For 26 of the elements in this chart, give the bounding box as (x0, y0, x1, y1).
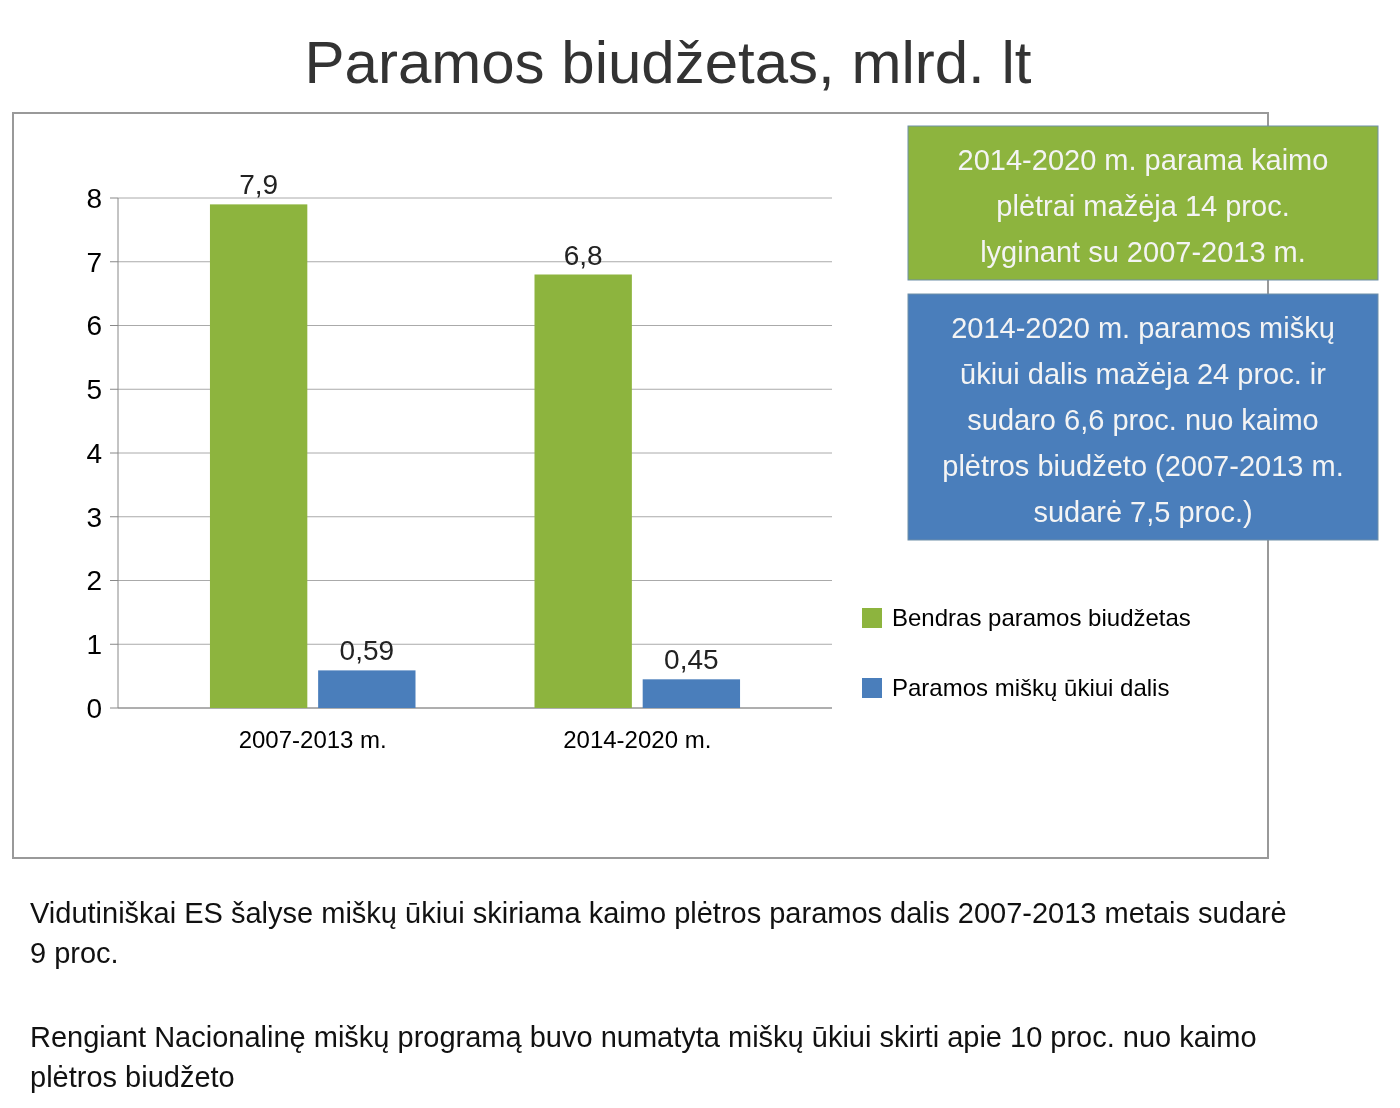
bar (534, 274, 632, 708)
x-tick-label: 2007-2013 m. (238, 726, 387, 753)
text: Rengiant Nacionalinę miškų programą buvo numatyta miškų ūkiui skirti apie 10 proc. nuo kaimo plėtros biudžeto (30, 1021, 1257, 1093)
y-tick-label: 6 (86, 310, 102, 342)
y-tick-label: 7 (86, 246, 102, 278)
bar (642, 679, 741, 708)
y-tick-label: 3 (86, 501, 102, 533)
text: Vidutiniškai ES šalyse miškų ūkiui skiriama kaimo plėtros paramos dalis 2007-2013 metais sudarė 9 proc. (30, 897, 1287, 969)
legend-label: Paramos miškų ūkiui dalis (892, 674, 1170, 702)
y-tick-label: 0 (86, 692, 102, 724)
x-tick-label: 2014-2020 m. (563, 726, 712, 753)
y-tick-label: 8 (86, 182, 102, 214)
y-tick-label: 4 (86, 437, 102, 469)
chart-title: Paramos biudžetas, mlrd. lt (304, 29, 1032, 96)
legend-label: Bendras paramos biudžetas (892, 604, 1191, 632)
text: 2014-2020 m. parama kaimo plėtrai mažėja 14 proc. lyginant su 2007-2013 m. (957, 144, 1329, 268)
data-label: 0,59 (339, 635, 395, 667)
bar (318, 670, 416, 708)
text: 2014-2020 m. paramos miškų ūkiui dalis mažėja 24 proc. ir sudaro 6,6 proc. nuo kaimo plėtros biudžeto (2007-2013 m. sudarė 7,5 proc.) (942, 312, 1344, 528)
y-tick-label: 2 (86, 565, 102, 597)
y-tick-label: 5 (86, 374, 102, 406)
data-label: 6,8 (563, 239, 603, 271)
y-tick-label: 1 (86, 629, 102, 661)
data-label: 7,9 (239, 169, 279, 201)
bar (209, 204, 308, 708)
data-label: 0,45 (664, 644, 719, 676)
